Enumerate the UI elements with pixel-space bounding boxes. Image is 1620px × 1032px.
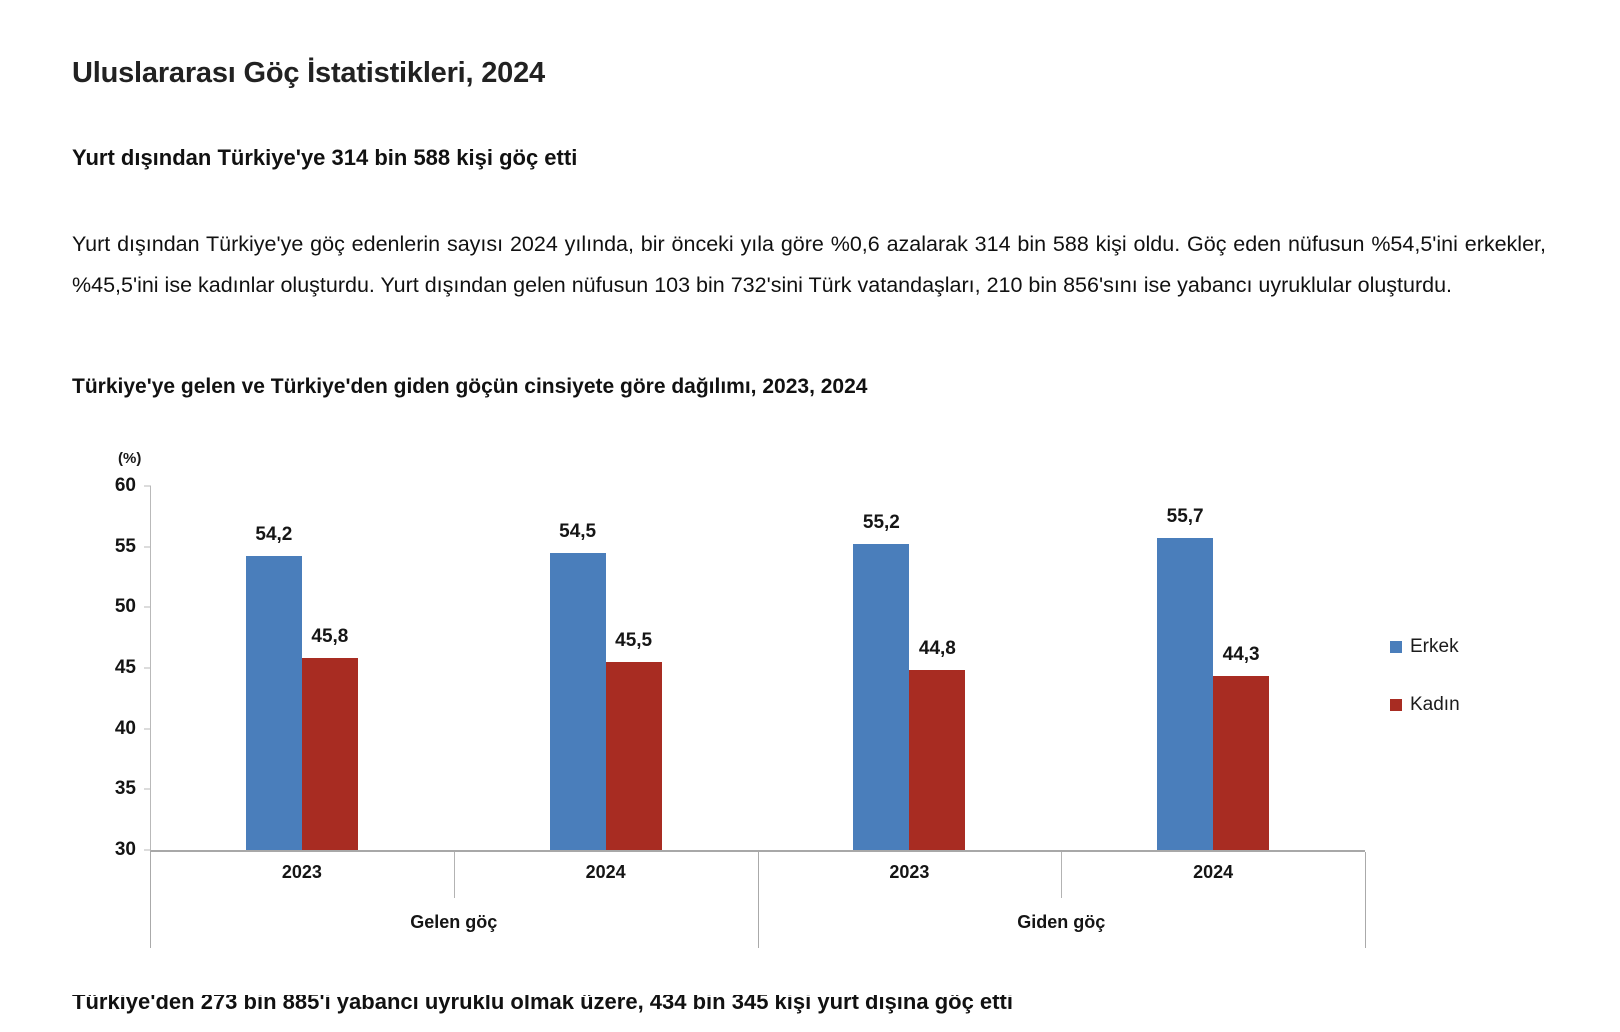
y-axis-tick-label: 60 [114,475,136,496]
x-axis-category-label: 2023 [281,862,322,882]
bar-kadın-2023-2[interactable] [909,670,966,850]
bar-kadın-2024-1[interactable] [605,661,662,850]
y-axis-tick-label: 55 [114,535,136,557]
bar-value-label: 55,2 [862,512,900,534]
bar-erkek-2023-2[interactable] [853,544,910,850]
bar-value-label: 44,3 [1222,644,1260,666]
bar-chart: (%) 30 35 40 45 50 55 60 54,2 45,8 54,5 45,5 55,2 4… [72,440,1492,948]
y-axis-tick-mark [144,485,151,487]
y-axis-tick-mark [144,728,151,730]
bar-value-label: 54,2 [255,524,293,546]
x-axis-line [150,850,1365,852]
x-axis-category-label: 2024 [585,862,626,882]
x-axis-group-label: Giden göç [1017,912,1106,932]
y-axis-tick-label: 40 [114,717,136,739]
x-axis-group-label: Gelen göç [410,912,498,932]
y-axis-tick-mark [144,667,151,669]
bar-value-label: 45,8 [311,626,349,648]
bar-value-label: 55,7 [1166,506,1204,528]
bar-erkek-2024-3[interactable] [1157,538,1214,850]
chart-title: Türkiye'ye gelen ve Türkiye'den giden gö… [72,375,868,398]
y-axis-tick-mark [144,546,151,548]
category-separator [1061,852,1063,898]
group-separator-edge [1365,852,1366,948]
category-separator [453,852,455,898]
y-axis-tick-mark [144,606,151,608]
legend-item-erkek[interactable]: Erkek [1390,636,1460,658]
legend-label-kadin: Kadın [1410,694,1460,715]
bar-erkek-2024-1[interactable] [549,552,606,850]
bar-value-label: 44,8 [918,638,956,660]
y-axis-tick-mark [144,849,151,851]
y-axis-tick-label: 45 [114,657,136,678]
legend-swatch-icon-kadin [1390,699,1402,711]
bar-kadın-2023-0[interactable] [301,658,358,850]
legend-label-erkek: Erkek [1410,636,1459,657]
body-paragraph: Yurt dışından Türkiye'ye göç edenlerin s… [72,232,1546,297]
y-axis-tick-label: 30 [114,839,136,860]
page-title: Uluslararası Göç İstatistikleri, 2024 [72,57,545,89]
next-section-heading-text: Türkiye'den 273 bin 885'i yabancı uyrukl… [72,995,1013,1014]
group-separator-edge [150,852,151,948]
legend-swatch-icon-erkek [1390,641,1402,653]
y-axis-tick-mark [144,788,151,790]
y-axis-tick-label: 35 [114,778,136,800]
bar-kadın-2024-3[interactable] [1213,676,1270,850]
section-subheading: Yurt dışından Türkiye'ye 314 bin 588 kiş… [72,145,578,170]
chart-legend: Erkek Kadın [1390,636,1460,752]
x-axis-category-label: 2023 [889,862,930,882]
bar-value-label: 45,5 [615,629,653,651]
bar-value-label: 54,5 [559,520,597,542]
legend-item-kadin[interactable]: Kadın [1390,694,1460,716]
next-section-heading-clipped: Türkiye'den 273 bin 885'i yabancı uyrukl… [72,995,1552,1032]
bar-erkek-2023-0[interactable] [245,556,302,850]
y-axis-unit-label: (%) [118,450,142,467]
x-axis-category-label: 2024 [1193,862,1234,882]
group-separator [757,852,759,948]
y-axis-tick-label: 50 [114,596,136,618]
